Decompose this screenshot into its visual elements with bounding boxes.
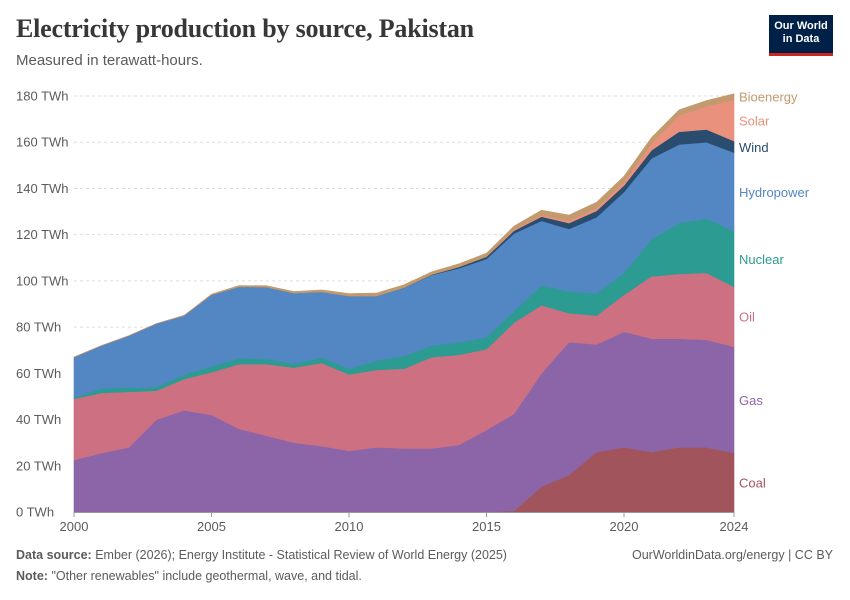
series-label-wind: Wind: [739, 140, 769, 155]
y-tick-label: 180 TWh: [16, 89, 69, 104]
x-tick-label: 2000: [60, 519, 89, 534]
chart-note: Note: "Other renewables" include geother…: [16, 569, 362, 583]
area-bioenergy[interactable]: [73, 93, 735, 358]
y-tick-label: 140 TWh: [16, 181, 69, 196]
y-tick-label: 160 TWh: [16, 135, 69, 150]
data-source-text[interactable]: Ember (2026); Energy Institute - Statist…: [95, 548, 507, 562]
series-label-nuclear: Nuclear: [739, 252, 784, 267]
logo-line-1: Our World: [774, 20, 828, 32]
note-text: "Other renewables" include geothermal, w…: [51, 569, 362, 583]
owid-logo[interactable]: Our World in Data: [769, 15, 833, 56]
note-label: Note:: [16, 569, 48, 583]
series-label-gas: Gas: [739, 393, 763, 408]
chart-subtitle: Measured in terawatt-hours.: [16, 52, 203, 69]
credit-link[interactable]: OurWorldinData.org/energy | CC BY: [631, 548, 833, 562]
y-tick-label: 60 TWh: [16, 366, 61, 381]
y-tick-label: 0 TWh: [16, 505, 54, 520]
data-source: Data source: Ember (2026); Energy Instit…: [16, 548, 507, 562]
series-label-oil: Oil: [739, 310, 755, 325]
y-tick-label: 40 TWh: [16, 412, 61, 427]
x-tick-label: 2020: [610, 519, 639, 534]
series-label-bioenergy: Bioenergy: [739, 90, 798, 105]
y-tick-label: 120 TWh: [16, 227, 69, 242]
x-tick-label: 2024: [720, 519, 749, 534]
chart-title: Electricity production by source, Pakist…: [16, 14, 474, 43]
x-tick-label: 2015: [472, 519, 501, 534]
y-tick-label: 80 TWh: [16, 320, 61, 335]
x-tick-label: 2005: [197, 519, 226, 534]
x-tick-label: 2010: [335, 519, 364, 534]
series-label-coal: Coal: [739, 476, 766, 491]
logo-line-2: in Data: [782, 33, 820, 45]
series-label-hydropower: Hydropower: [739, 185, 810, 200]
y-tick-label: 20 TWh: [16, 458, 61, 473]
y-tick-label: 100 TWh: [16, 273, 69, 288]
series-label-solar: Solar: [739, 113, 770, 128]
data-source-label: Data source:: [16, 548, 92, 562]
